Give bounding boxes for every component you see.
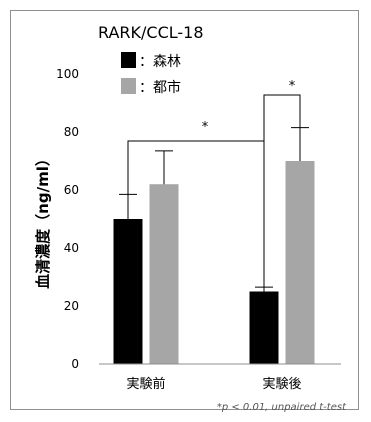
- y-tick-label: 0: [71, 357, 79, 371]
- y-tick-label: 20: [64, 299, 79, 313]
- legend-label-city: ：都市: [139, 79, 181, 96]
- bar-1-0: [249, 291, 279, 364]
- significance-star-after: *: [289, 79, 296, 94]
- significance-bracket-forest: [127, 140, 265, 292]
- bar-0-0: [113, 219, 143, 364]
- bar-1-1: [285, 161, 315, 364]
- y-tick-label: 60: [64, 183, 79, 197]
- x-category-label: 実験後: [262, 376, 301, 392]
- significance-bracket-after: [263, 94, 301, 292]
- x-category-label: 実験前: [126, 376, 165, 392]
- legend-label-forest: ：森林: [139, 54, 181, 70]
- footnote: *p < 0.01, unpaired t-test: [217, 402, 347, 413]
- y-tick-label: 80: [64, 125, 79, 139]
- legend-swatch-forest: [121, 52, 136, 68]
- significance-star-forest: *: [202, 120, 209, 135]
- bar-0-1: [149, 184, 179, 364]
- y-tick-label: 100: [56, 67, 79, 81]
- y-axis-label: 血清濃度（ng/ml）: [34, 151, 52, 289]
- y-tick-label: 40: [64, 241, 79, 255]
- chart-title: RARK/CCL-18: [98, 23, 204, 42]
- legend-swatch-city: [121, 78, 136, 94]
